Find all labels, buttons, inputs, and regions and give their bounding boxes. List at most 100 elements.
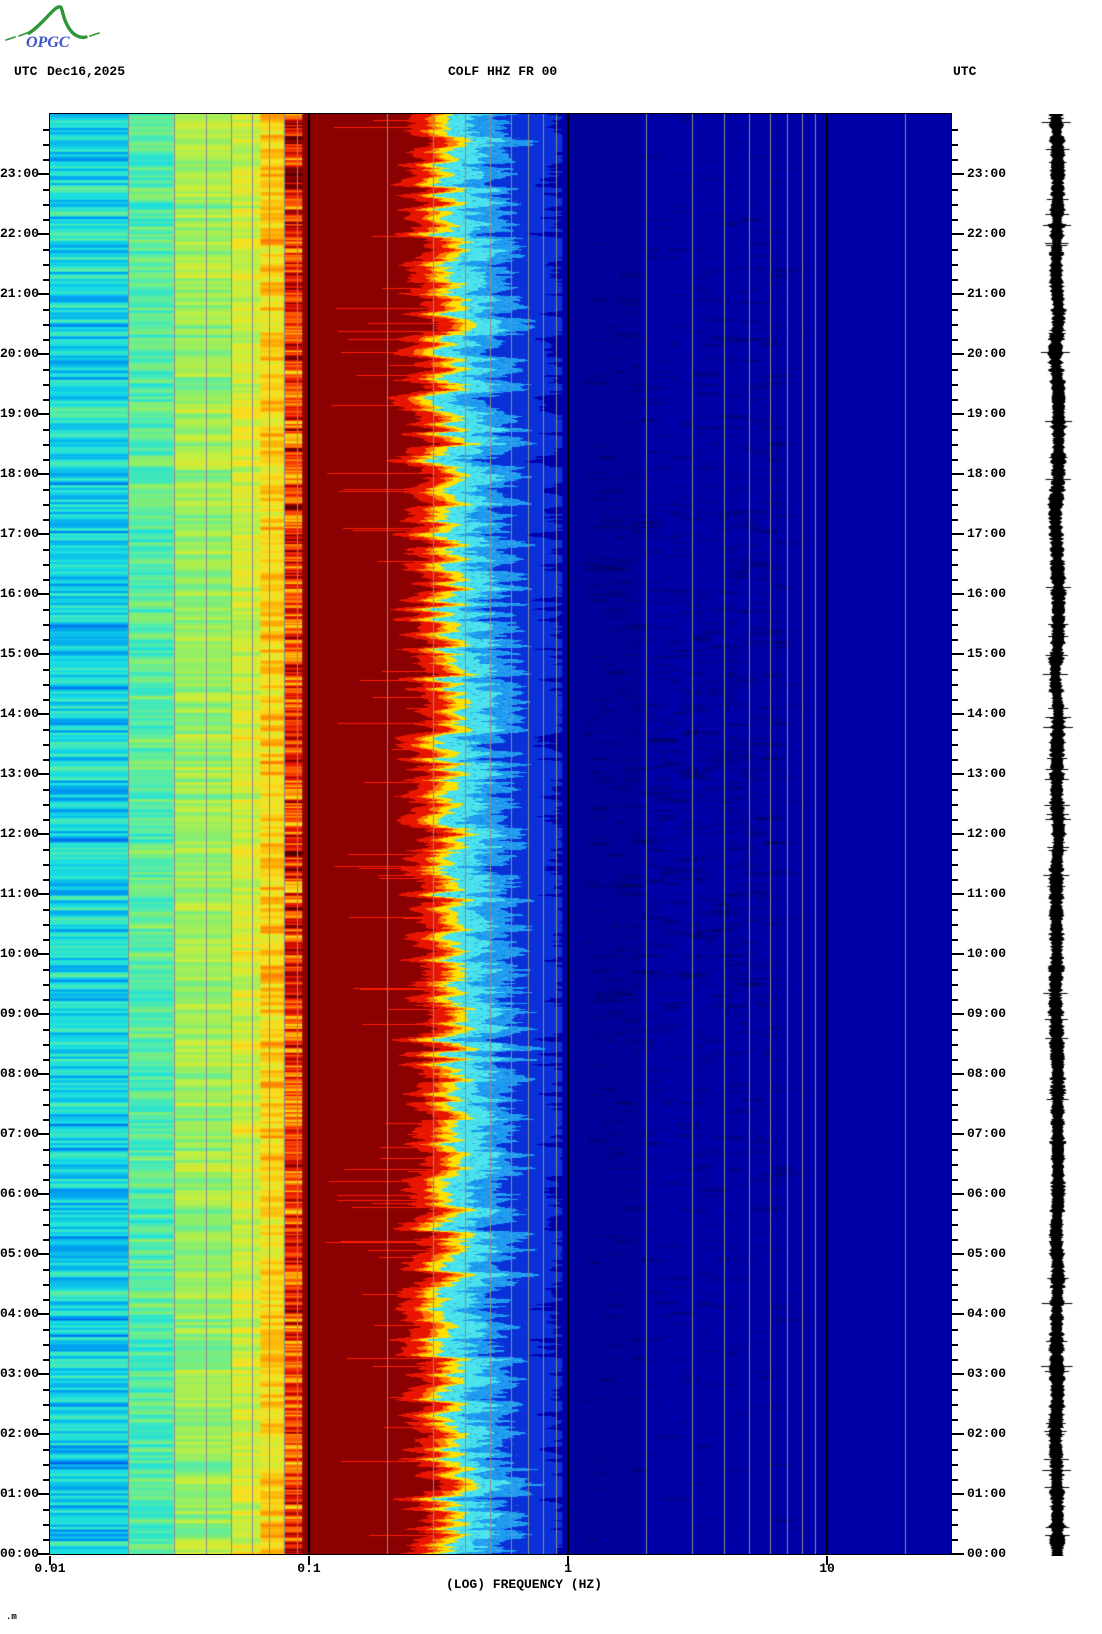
time-tick-minor-left xyxy=(43,999,50,1001)
time-tick-minor-left xyxy=(43,444,50,446)
time-tick-minor-right xyxy=(951,1479,958,1481)
time-tick-minor-left xyxy=(43,1119,50,1121)
time-tick-major-left xyxy=(37,713,50,715)
time-tick-minor-left xyxy=(43,609,50,611)
time-tick-minor-left xyxy=(43,1284,50,1286)
time-label-right: 23:00 xyxy=(967,166,1007,181)
time-tick-minor-right xyxy=(951,669,958,671)
time-tick-major-right xyxy=(951,1073,964,1075)
time-tick-minor-left xyxy=(43,1179,50,1181)
time-tick-minor-left xyxy=(43,459,50,461)
time-tick-minor-right xyxy=(951,339,958,341)
time-tick-minor-left xyxy=(43,939,50,941)
time-tick-minor-right xyxy=(951,969,958,971)
time-tick-minor-right xyxy=(951,789,958,791)
time-tick-minor-right xyxy=(951,879,958,881)
time-tick-minor-right xyxy=(951,384,958,386)
time-tick-major-left xyxy=(37,1253,50,1255)
time-tick-minor-left xyxy=(43,1164,50,1166)
time-label-left: 16:00 xyxy=(0,586,40,601)
time-tick-minor-left xyxy=(43,729,50,731)
time-tick-major-left xyxy=(37,953,50,955)
time-tick-minor-right xyxy=(951,144,958,146)
time-tick-minor-left xyxy=(43,624,50,626)
time-tick-minor-right xyxy=(951,579,958,581)
time-tick-minor-right xyxy=(951,1284,958,1286)
time-label-right: 16:00 xyxy=(967,586,1007,601)
time-tick-major-left xyxy=(37,293,50,295)
logo-text: OPGC xyxy=(26,34,70,51)
time-tick-minor-left xyxy=(43,669,50,671)
time-tick-major-right xyxy=(951,1133,964,1135)
time-tick-minor-left xyxy=(43,924,50,926)
time-tick-minor-right xyxy=(951,1119,958,1121)
time-label-left: 10:00 xyxy=(0,946,40,961)
time-tick-major-left xyxy=(37,1013,50,1015)
time-tick-minor-left xyxy=(43,564,50,566)
time-label-left: 21:00 xyxy=(0,286,40,301)
time-label-left: 15:00 xyxy=(0,646,40,661)
time-tick-minor-left xyxy=(43,504,50,506)
time-label-right: 08:00 xyxy=(967,1066,1007,1081)
time-tick-minor-left xyxy=(43,1149,50,1151)
time-tick-minor-right xyxy=(951,159,958,161)
time-tick-minor-left xyxy=(43,264,50,266)
time-tick-major-right xyxy=(951,533,964,535)
time-tick-minor-right xyxy=(951,1029,958,1031)
time-tick-major-right xyxy=(951,1313,964,1315)
time-tick-minor-right xyxy=(951,1059,958,1061)
time-tick-minor-right xyxy=(951,309,958,311)
time-tick-minor-left xyxy=(43,279,50,281)
time-label-left: 00:00 xyxy=(0,1546,40,1561)
time-tick-major-right xyxy=(951,893,964,895)
time-tick-minor-right xyxy=(951,939,958,941)
time-label-left: 13:00 xyxy=(0,766,40,781)
time-tick-minor-right xyxy=(951,864,958,866)
time-tick-minor-left xyxy=(43,159,50,161)
time-label-left: 22:00 xyxy=(0,226,40,241)
time-tick-minor-right xyxy=(951,1389,958,1391)
time-label-right: 18:00 xyxy=(967,466,1007,481)
time-label-left: 06:00 xyxy=(0,1186,40,1201)
time-tick-major-right xyxy=(951,1193,964,1195)
time-tick-minor-left xyxy=(43,1479,50,1481)
time-tick-minor-right xyxy=(951,204,958,206)
freq-tick-label: 10 xyxy=(819,1561,835,1576)
time-tick-major-left xyxy=(37,893,50,895)
time-label-right: 02:00 xyxy=(967,1426,1007,1441)
time-tick-minor-left xyxy=(43,1524,50,1526)
time-tick-major-right xyxy=(951,713,964,715)
time-tick-major-left xyxy=(37,413,50,415)
utc-label-left: UTC xyxy=(14,64,38,79)
time-tick-minor-right xyxy=(951,609,958,611)
time-tick-minor-right xyxy=(951,429,958,431)
time-tick-minor-left xyxy=(43,1509,50,1511)
plot-title: COLF HHZ FR 00 xyxy=(448,64,558,79)
time-tick-minor-right xyxy=(951,519,958,521)
corner-mark: .m xyxy=(6,1612,17,1622)
time-tick-major-left xyxy=(37,773,50,775)
time-tick-minor-right xyxy=(951,624,958,626)
time-tick-minor-left xyxy=(43,849,50,851)
time-label-right: 04:00 xyxy=(967,1306,1007,1321)
time-tick-minor-left xyxy=(43,384,50,386)
time-tick-minor-left xyxy=(43,1389,50,1391)
time-tick-major-right xyxy=(951,413,964,415)
time-tick-minor-left xyxy=(43,324,50,326)
time-label-left: 12:00 xyxy=(0,826,40,841)
time-tick-major-left xyxy=(37,1193,50,1195)
time-tick-major-left xyxy=(37,1493,50,1495)
time-tick-major-left xyxy=(37,1313,50,1315)
logo-mountain-icon xyxy=(5,5,100,41)
time-label-right: 19:00 xyxy=(967,406,1007,421)
freq-tick xyxy=(49,1556,51,1565)
time-tick-minor-left xyxy=(43,864,50,866)
time-tick-major-right xyxy=(951,353,964,355)
time-tick-minor-right xyxy=(951,189,958,191)
time-tick-minor-left xyxy=(43,579,50,581)
time-tick-major-left xyxy=(37,233,50,235)
time-tick-minor-left xyxy=(43,1209,50,1211)
time-tick-minor-right xyxy=(951,129,958,131)
time-label-right: 12:00 xyxy=(967,826,1007,841)
time-tick-minor-left xyxy=(43,1299,50,1301)
